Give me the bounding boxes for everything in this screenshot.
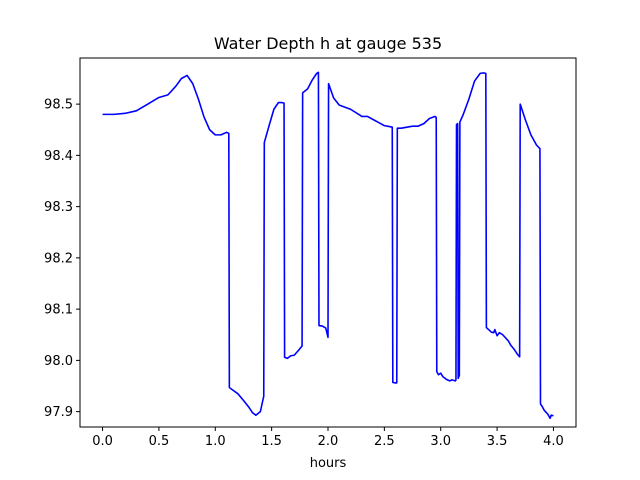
y-tick-label: 98.5 — [44, 98, 73, 113]
y-tick-label: 98.4 — [44, 149, 73, 164]
x-tick-label: 0.5 — [149, 434, 170, 449]
y-tick-label: 98.3 — [44, 200, 73, 215]
y-tick-label: 98.0 — [44, 354, 73, 369]
plot-area — [102, 71, 554, 420]
x-tick-label: 2.5 — [374, 434, 395, 449]
series-line-h — [102, 71, 554, 420]
plot-frame — [79, 57, 577, 428]
y-tick-label: 98.2 — [44, 251, 73, 266]
x-tick-label: 4.0 — [543, 434, 564, 449]
x-tick-label: 1.5 — [261, 434, 282, 449]
x-tick-label: 0.0 — [92, 434, 113, 449]
chart-title: Water Depth h at gauge 535 — [214, 34, 442, 53]
x-tick-label: 1.0 — [205, 434, 226, 449]
x-tick-label: 3.5 — [487, 434, 508, 449]
y-tick-label: 98.1 — [44, 303, 73, 318]
x-tick-label: 3.0 — [430, 434, 451, 449]
y-tick-label: 97.9 — [44, 405, 73, 420]
x-axis-label: hours — [310, 456, 347, 471]
y-axis-ticks: 97.9 98.0 98.1 98.2 98.3 98.4 98.5 — [44, 98, 80, 420]
x-tick-label: 2.0 — [318, 434, 339, 449]
x-axis-ticks: 0.0 0.5 1.0 1.5 2.0 2.5 3.0 3.5 4.0 — [92, 427, 564, 449]
